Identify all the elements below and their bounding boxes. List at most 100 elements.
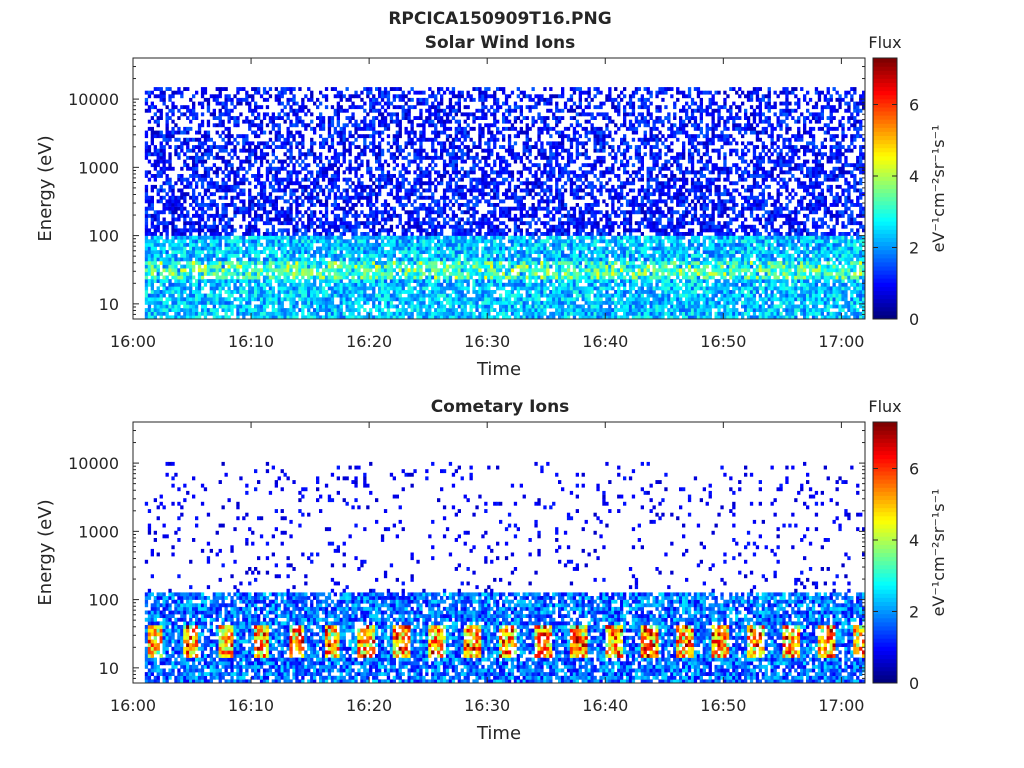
heatmap-cell — [177, 145, 181, 149]
heatmap-cell — [286, 163, 290, 168]
heatmap-cell — [425, 308, 429, 312]
heatmap-cell — [428, 268, 432, 273]
heatmap-cell — [395, 282, 399, 287]
heatmap-cell — [307, 148, 311, 153]
heatmap-cell — [292, 242, 296, 247]
heatmap-cell — [466, 290, 470, 294]
heatmap-cell — [259, 94, 264, 99]
heatmap-cell — [351, 279, 355, 283]
heatmap-cell — [286, 297, 290, 302]
heatmap-cell — [321, 290, 326, 294]
heatmap-cell — [454, 221, 458, 226]
heatmap-cell — [378, 268, 382, 273]
heatmap-cell — [304, 286, 308, 291]
heatmap-cell — [147, 271, 152, 276]
heatmap-cell — [363, 141, 367, 146]
heatmap-cell — [274, 181, 278, 186]
heatmap-cell — [286, 293, 290, 298]
heatmap-cell — [437, 134, 441, 139]
heatmap-cell — [268, 268, 273, 273]
heatmap-cell — [321, 203, 326, 207]
heatmap-cell — [351, 282, 355, 287]
heatmap-cell — [407, 293, 411, 298]
heatmap-cell — [274, 239, 278, 244]
heatmap-cell — [262, 264, 267, 269]
heatmap-cell — [410, 141, 414, 146]
heatmap-cell — [407, 286, 411, 291]
heatmap-cell — [162, 134, 166, 139]
heatmap-cell — [372, 250, 376, 254]
heatmap-cell — [333, 279, 337, 283]
heatmap-cell — [416, 195, 420, 200]
heatmap-cell — [395, 286, 399, 291]
heatmap-cell — [254, 257, 258, 262]
heatmap-cell — [159, 250, 163, 254]
heatmap-cell — [271, 188, 275, 193]
heatmap-cell — [195, 137, 199, 142]
heatmap-cell — [360, 232, 364, 236]
heatmap-cell — [165, 177, 169, 182]
heatmap-cell — [200, 242, 205, 247]
heatmap-cell — [342, 315, 346, 320]
heatmap-cell — [165, 224, 169, 229]
heatmap-cell — [295, 108, 299, 113]
heatmap-cell — [177, 87, 181, 91]
heatmap-cell — [487, 279, 491, 283]
heatmap-cell — [490, 112, 494, 117]
heatmap-cell — [383, 253, 388, 258]
heatmap-cell — [333, 253, 337, 258]
heatmap-cell — [316, 184, 320, 189]
heatmap-cell — [324, 206, 329, 211]
heatmap-cell — [321, 228, 326, 233]
heatmap-cell — [304, 257, 308, 262]
heatmap-cell — [319, 188, 323, 193]
heatmap-cell — [242, 264, 246, 269]
heatmap-cell — [425, 242, 429, 247]
heatmap-cell — [342, 224, 346, 229]
heatmap-cell — [457, 206, 461, 211]
heatmap-cell — [271, 166, 275, 171]
heatmap-cell — [221, 195, 225, 200]
heatmap-cell — [147, 246, 152, 251]
heatmap-cell — [165, 304, 169, 309]
heatmap-cell — [186, 253, 190, 258]
heatmap-cell — [257, 250, 261, 254]
heatmap-cell — [419, 221, 423, 226]
heatmap-cell — [245, 290, 249, 294]
heatmap-cell — [463, 315, 467, 320]
heatmap-cell — [150, 264, 154, 269]
heatmap-cell — [404, 130, 408, 135]
heatmap-cell — [342, 232, 346, 236]
heatmap-cell — [183, 257, 187, 262]
heatmap-cell — [478, 181, 482, 186]
heatmap-cell — [484, 217, 488, 222]
heatmap-cell — [147, 253, 152, 258]
heatmap-cell — [428, 290, 432, 294]
heatmap-cell — [230, 242, 234, 247]
heatmap-cell — [440, 130, 444, 135]
heatmap-cell — [333, 304, 337, 309]
heatmap-cell — [345, 166, 349, 171]
heatmap-cell — [401, 177, 405, 182]
heatmap-cell — [319, 264, 323, 269]
heatmap-cell — [298, 239, 302, 244]
heatmap-cell — [428, 235, 432, 240]
heatmap-cell — [466, 116, 470, 120]
heatmap-cell — [345, 293, 349, 298]
heatmap-cell — [354, 213, 358, 218]
heatmap-cell — [457, 126, 461, 131]
heatmap-cell — [324, 279, 329, 283]
heatmap-cell — [319, 145, 323, 149]
heatmap-cell — [437, 304, 441, 309]
heatmap-cell — [215, 155, 219, 160]
heatmap-cell — [254, 195, 258, 200]
heatmap-cell — [395, 94, 399, 99]
heatmap-cell — [271, 286, 275, 291]
heatmap-cell — [481, 311, 485, 316]
heatmap-cell — [183, 311, 187, 316]
heatmap-cell — [239, 192, 243, 197]
heatmap-cell — [487, 261, 491, 265]
heatmap-cell — [383, 90, 388, 95]
heatmap-cell — [380, 311, 385, 316]
heatmap-cell — [380, 116, 385, 120]
